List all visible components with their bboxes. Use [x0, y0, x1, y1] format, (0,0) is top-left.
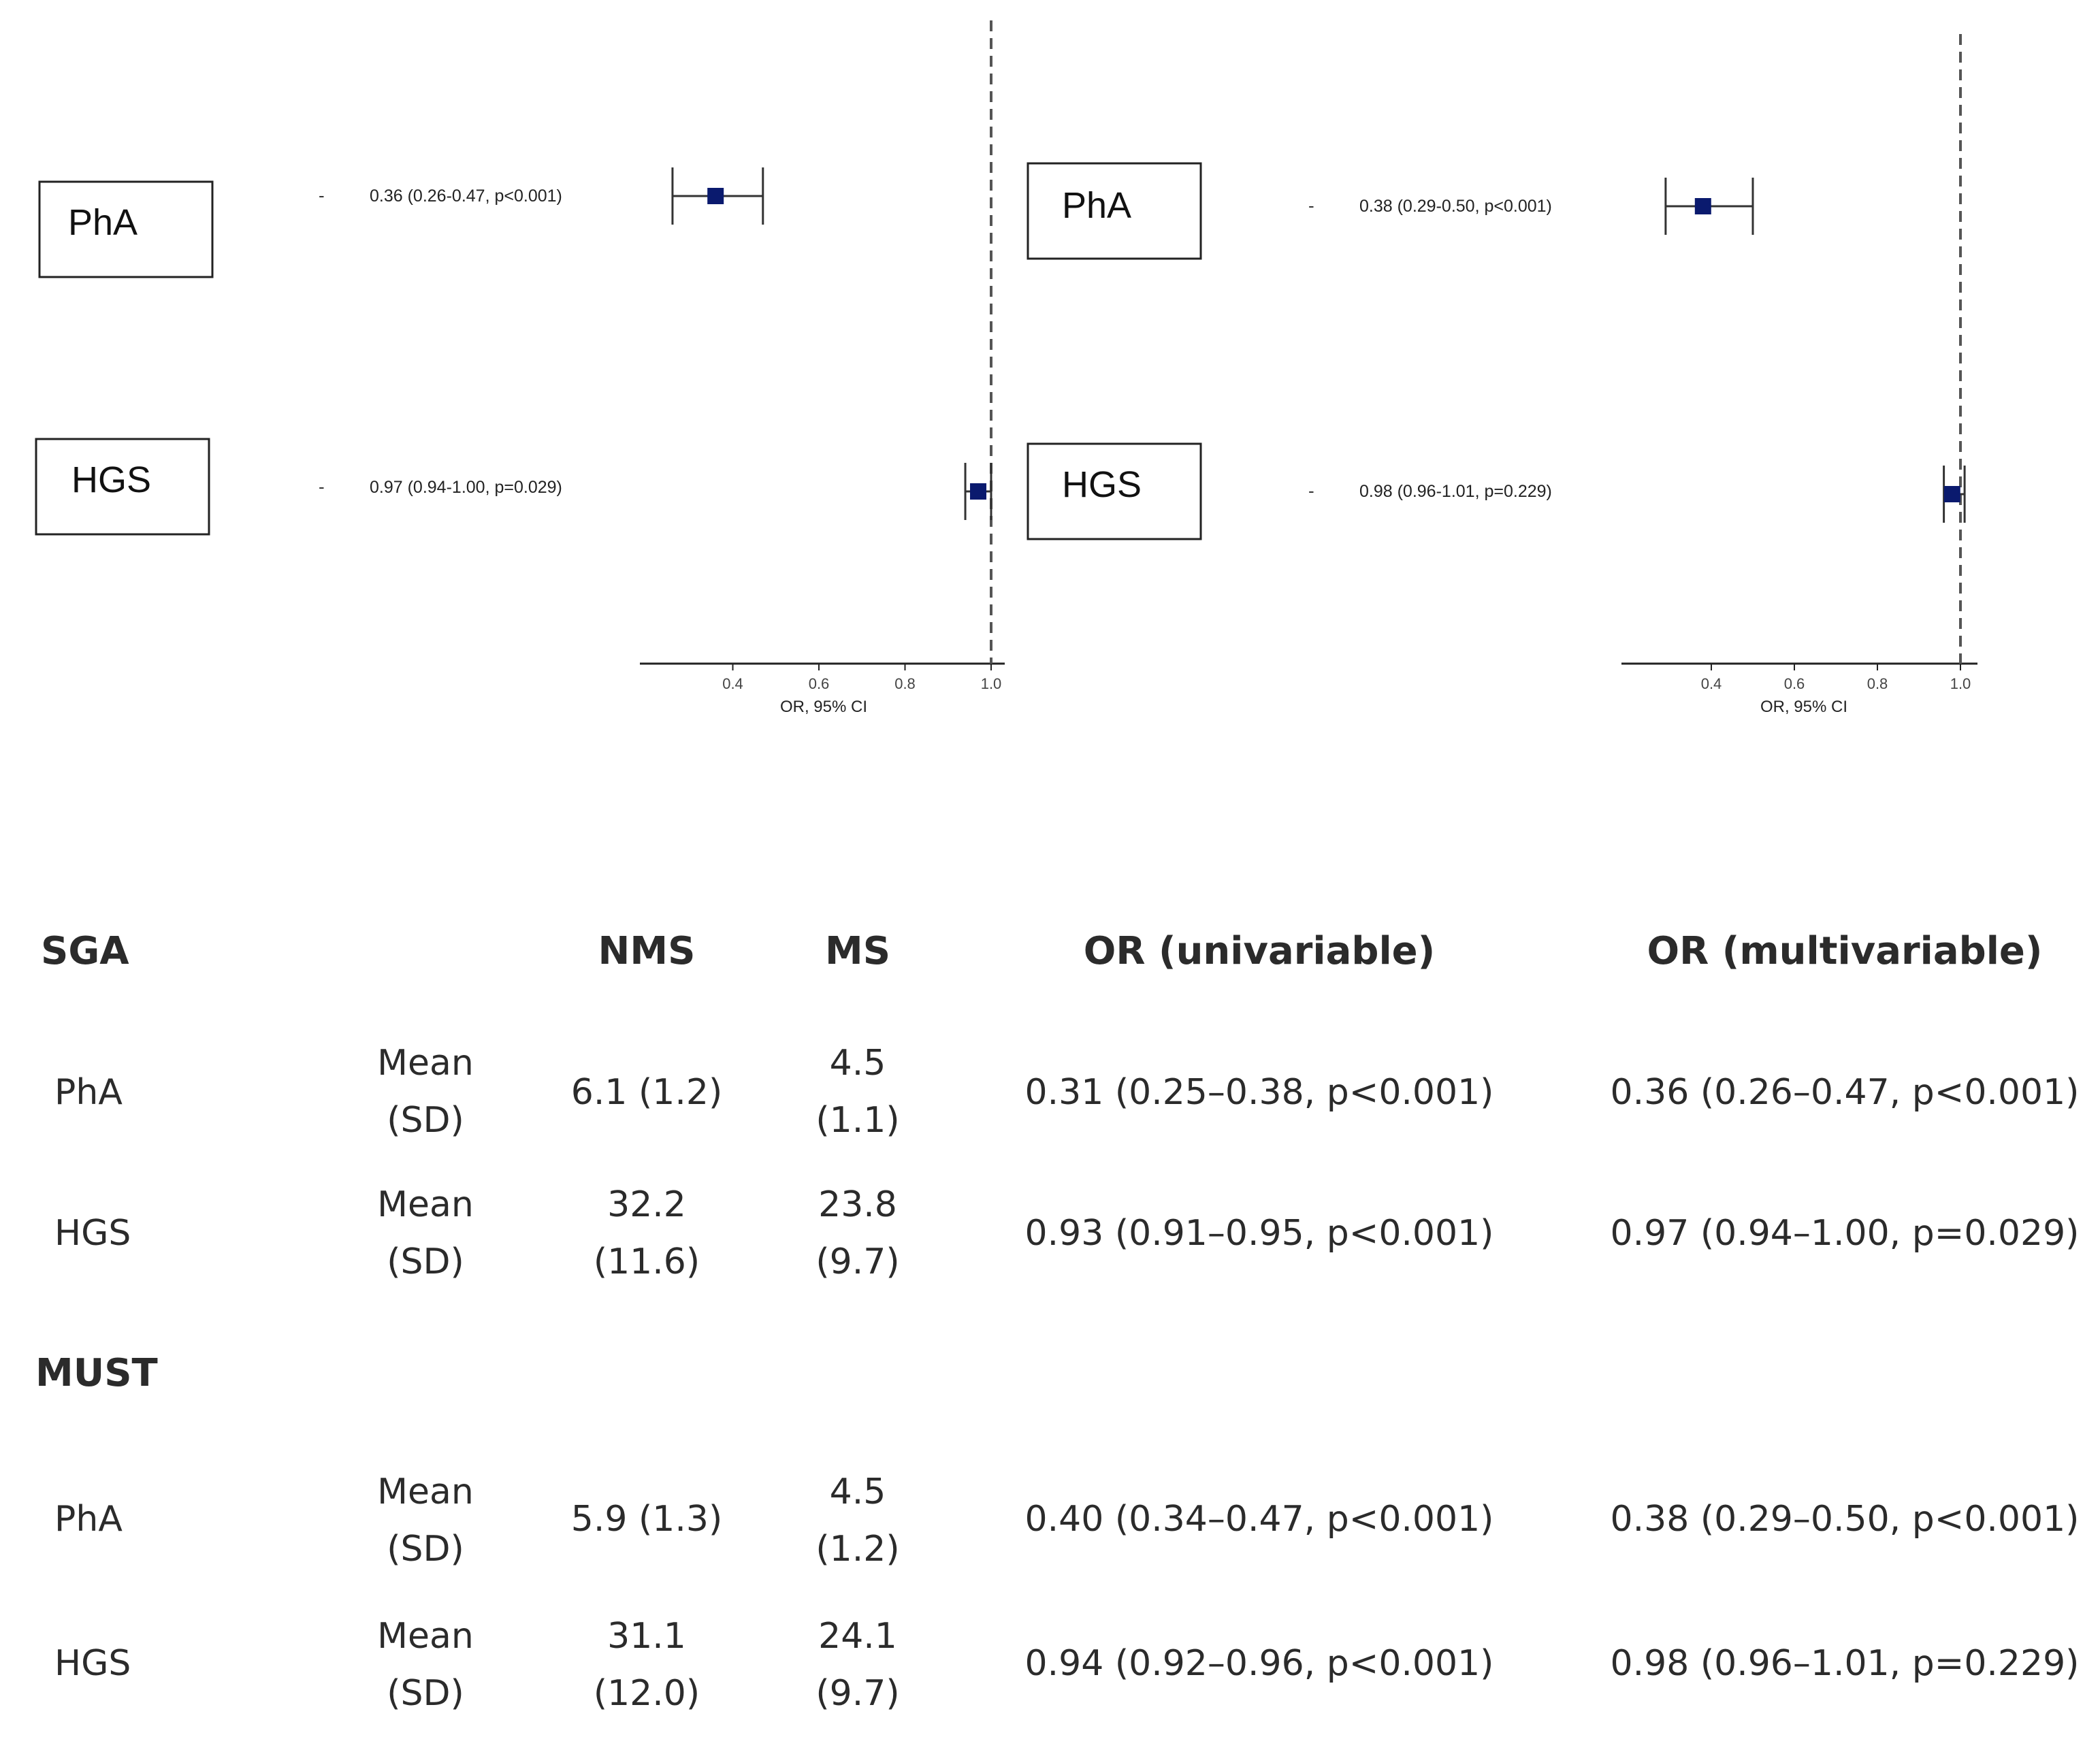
x-tick-label: 0.4	[722, 675, 743, 692]
row-name: HGS	[54, 1213, 131, 1254]
stat-label: Mean (SD)	[344, 1176, 507, 1290]
label-box-pha	[1027, 162, 1202, 260]
or-univariable-value: 0.40 (0.34–0.47, p<0.001)	[1024, 1499, 1494, 1540]
label-box-hgs	[35, 438, 210, 536]
stat-line2: (SD)	[387, 1673, 464, 1714]
point-estimate	[970, 483, 987, 500]
nms-line2: (12.0)	[593, 1673, 700, 1714]
ms-line2: (1.1)	[815, 1100, 900, 1141]
header-or-multivariable: OR (multivariable)	[1647, 929, 2043, 973]
stat-line1: Mean	[377, 1616, 474, 1657]
nms-line1: 32.2	[607, 1184, 686, 1225]
stat-label: Mean (SD)	[344, 1608, 507, 1722]
nms-value: 32.2 (11.6)	[565, 1176, 728, 1290]
ms-line2: (9.7)	[815, 1241, 900, 1282]
ms-line2: (9.7)	[815, 1673, 900, 1714]
forest-plots: PhA HGS - - 0.36 (0.26-0.47, p<0.001) 0.…	[35, 20, 1977, 716]
or-multivariable-value: 0.98 (0.96–1.01, p=0.229)	[1610, 1643, 2080, 1684]
ms-value: 4.5 (1.1)	[776, 1035, 939, 1149]
row-name: PhA	[54, 1499, 123, 1540]
nms-value: 6.1 (1.2)	[565, 1064, 728, 1121]
row-name: PhA	[54, 1072, 123, 1113]
point-estimate	[1694, 198, 1711, 214]
x-axis-label: OR, 95% CI	[780, 698, 867, 716]
stat-line1: Mean	[377, 1472, 474, 1512]
stat-line2: (SD)	[387, 1241, 464, 1282]
label-box-hgs	[1027, 442, 1202, 540]
ms-line1: 4.5	[829, 1472, 886, 1512]
ms-value: 24.1 (9.7)	[776, 1608, 939, 1722]
x-tick-label: 1.0	[1950, 675, 1971, 692]
row-label-pha: PhA	[68, 202, 138, 243]
x-tick-label: 0.6	[809, 675, 830, 692]
row-dash-pha: -	[1308, 195, 1314, 216]
x-tick-label: 0.8	[894, 675, 916, 692]
forest-panel-sga: PhA HGS - - 0.36 (0.26-0.47, p<0.001) 0.…	[35, 20, 1005, 716]
or-multivariable-value: 0.97 (0.94–1.00, p=0.029)	[1610, 1213, 2080, 1254]
or-univariable-value: 0.31 (0.25–0.38, p<0.001)	[1024, 1072, 1494, 1113]
row-estimate-text-pha: 0.38 (0.29-0.50, p<0.001)	[1359, 197, 1552, 216]
ms-line1: 24.1	[818, 1616, 897, 1657]
row-estimate-text-hgs: 0.98 (0.96-1.01, p=0.229)	[1359, 482, 1552, 501]
ms-line2: (1.2)	[815, 1529, 900, 1570]
stat-line1: Mean	[377, 1043, 474, 1084]
row-label-pha: PhA	[1062, 185, 1131, 226]
stat-line2: (SD)	[387, 1529, 464, 1570]
header-nms: NMS	[598, 929, 696, 973]
row-name: HGS	[54, 1643, 131, 1684]
x-tick-label: 0.6	[1784, 675, 1805, 692]
ms-line1: 4.5	[829, 1043, 886, 1084]
stat-line1: Mean	[377, 1184, 474, 1225]
header-ms: MS	[824, 929, 891, 973]
stat-label: Mean (SD)	[344, 1035, 507, 1149]
row-estimate-text-pha: 0.36 (0.26-0.47, p<0.001)	[370, 186, 562, 206]
stat-label: Mean (SD)	[344, 1463, 507, 1578]
or-univariable-value: 0.93 (0.91–0.95, p<0.001)	[1024, 1213, 1494, 1254]
row-label-hgs: HGS	[1062, 464, 1142, 505]
group-title-must: MUST	[35, 1351, 158, 1395]
x-tick-label: 0.4	[1701, 675, 1722, 692]
nms-line1: 6.1 (1.2)	[570, 1072, 723, 1113]
x-tick-label: 0.8	[1867, 675, 1888, 692]
x-tick-label: 1.0	[981, 675, 1002, 692]
nms-value: 5.9 (1.3)	[565, 1491, 728, 1548]
label-box-pha	[38, 180, 214, 278]
header-or-univariable: OR (univariable)	[1083, 929, 1436, 973]
row-label-hgs: HGS	[71, 459, 151, 500]
nms-line1: 31.1	[607, 1616, 686, 1657]
row-dash-hgs: -	[319, 476, 325, 497]
row-estimate-text-hgs: 0.97 (0.94-1.00, p=0.029)	[370, 478, 562, 497]
point-estimate	[1943, 486, 1960, 502]
row-dash-hgs: -	[1308, 481, 1314, 501]
stat-line2: (SD)	[387, 1100, 464, 1141]
ms-value: 4.5 (1.2)	[776, 1463, 939, 1578]
x-axis-label: OR, 95% CI	[1760, 698, 1847, 716]
ms-line1: 23.8	[818, 1184, 897, 1225]
or-univariable-value: 0.94 (0.92–0.96, p<0.001)	[1024, 1643, 1494, 1684]
or-multivariable-value: 0.38 (0.29–0.50, p<0.001)	[1610, 1499, 2080, 1540]
header-sga: SGA	[41, 929, 129, 973]
nms-line1: 5.9 (1.3)	[570, 1499, 723, 1540]
point-estimate	[707, 188, 724, 204]
or-multivariable-value: 0.36 (0.26–0.47, p<0.001)	[1610, 1072, 2080, 1113]
row-dash-pha: -	[319, 185, 325, 206]
ms-value: 23.8 (9.7)	[776, 1176, 939, 1290]
nms-value: 31.1 (12.0)	[565, 1608, 728, 1722]
nms-line2: (11.6)	[593, 1241, 700, 1282]
forest-panel-must: PhA HGS - - 0.38 (0.29-0.50, p<0.001) 0.…	[1027, 34, 1977, 716]
